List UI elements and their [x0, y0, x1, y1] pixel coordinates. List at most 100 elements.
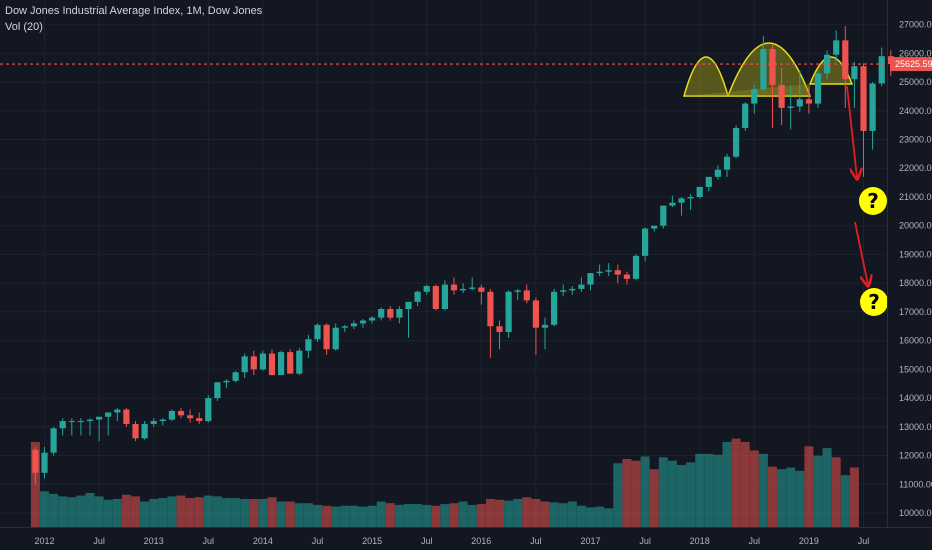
candle-body — [551, 291, 558, 325]
candle-body — [687, 196, 694, 199]
volume-bar — [258, 498, 268, 527]
volume-bar — [249, 498, 259, 527]
volume-bar — [786, 467, 796, 527]
candle-body — [441, 284, 448, 310]
volume-bar — [513, 498, 523, 527]
candle-body — [705, 176, 712, 187]
volume-bar — [504, 500, 514, 527]
candle-body — [632, 255, 640, 279]
candle-body — [778, 84, 785, 108]
volume-bar — [658, 457, 668, 527]
candle-body — [814, 73, 822, 104]
candle-body — [851, 66, 858, 80]
volume-bar — [795, 470, 805, 527]
candle-body — [723, 156, 731, 170]
candle-body — [314, 324, 321, 340]
volume-bar — [49, 493, 59, 527]
time-tick-label: Jul — [312, 536, 324, 546]
candle-body — [250, 356, 257, 370]
candle-body — [733, 128, 740, 157]
price-tick-label: 23000.00 — [899, 135, 932, 145]
candle-body — [651, 225, 658, 229]
candle-body — [259, 353, 266, 370]
candle-body — [287, 352, 294, 374]
candle-body — [760, 49, 767, 90]
candle-body — [523, 290, 530, 301]
volume-bar — [176, 495, 186, 527]
price-tick-label: 19000.00 — [899, 249, 932, 259]
volume-bar — [185, 498, 195, 527]
time-axis[interactable]: 2012 Jul 2013 Jul 2014 Jul 2015 Jul 2016 Jul 2017 J… — [0, 527, 932, 547]
candle-body — [596, 271, 603, 274]
volume-bar — [722, 442, 732, 527]
candle-body — [450, 284, 458, 291]
time-tick-label: 2014 — [253, 536, 273, 546]
volume-bar — [840, 475, 850, 527]
volume-bar — [331, 506, 341, 527]
candle-body — [414, 291, 421, 302]
candle-body — [196, 418, 203, 422]
price-tick-label: 24000.00 — [899, 106, 932, 116]
candle-body — [177, 411, 185, 416]
price-tick-label: 15000.00 — [899, 364, 932, 374]
volume-bar — [231, 498, 241, 527]
volume-bar — [222, 498, 231, 527]
volume-bar — [467, 504, 477, 527]
volume-bar — [322, 505, 332, 527]
candle-body — [223, 380, 230, 383]
candle-body — [323, 324, 330, 350]
volume-bar — [404, 504, 413, 527]
candle-body — [660, 205, 667, 226]
candle-body — [514, 290, 521, 292]
volume-bar — [813, 455, 823, 527]
volume-bar — [758, 453, 768, 527]
volume-bar — [558, 503, 568, 527]
candle-body — [714, 169, 721, 177]
candle-body — [460, 288, 467, 291]
volume-bar — [358, 506, 368, 527]
volume-bar — [40, 491, 49, 527]
volume-bar — [140, 501, 150, 527]
candle-body — [805, 99, 812, 104]
question-mark-text: ? — [867, 189, 879, 213]
volume-bar — [485, 498, 495, 527]
candle-body — [423, 286, 430, 292]
candle-body — [232, 372, 239, 381]
volume-bar — [58, 496, 68, 527]
volume-bar — [640, 456, 650, 527]
time-tick-label: Jul — [421, 536, 433, 546]
volume-bar — [112, 498, 122, 527]
volume-bar — [440, 504, 450, 527]
volume-bar — [349, 505, 359, 527]
price-tick-label: 27000.00 — [899, 20, 932, 30]
volume-bar — [540, 501, 550, 527]
volume-bar — [631, 460, 641, 527]
candle-body — [560, 290, 567, 292]
candle-body — [496, 326, 503, 333]
candle-body — [141, 423, 148, 439]
time-tick-label: 2013 — [144, 536, 164, 546]
candle-body — [605, 270, 612, 272]
candle-body — [378, 309, 385, 318]
volume-bar — [340, 505, 350, 527]
volume-bar — [67, 497, 77, 527]
time-tick-label: 2019 — [799, 536, 819, 546]
volume-bar — [649, 469, 659, 527]
price-axis[interactable]: 10000.00 11000.00 12000.00 13000.00 14000.00… — [887, 0, 932, 527]
volume-bar — [604, 508, 614, 527]
candle-body — [187, 415, 194, 419]
volume-bar — [576, 505, 586, 527]
candle-body — [341, 326, 348, 328]
volume-bar — [158, 498, 168, 527]
last-price-badge — [890, 57, 932, 72]
time-tick-label: Jul — [749, 536, 761, 546]
volume-bar — [713, 454, 723, 527]
volume-bar — [613, 463, 623, 527]
candle-body — [159, 419, 166, 422]
candle-body — [241, 356, 248, 373]
candle-body — [278, 352, 285, 376]
volume-bar — [376, 501, 386, 527]
volume-bar — [131, 496, 140, 527]
candle-body — [86, 419, 94, 422]
